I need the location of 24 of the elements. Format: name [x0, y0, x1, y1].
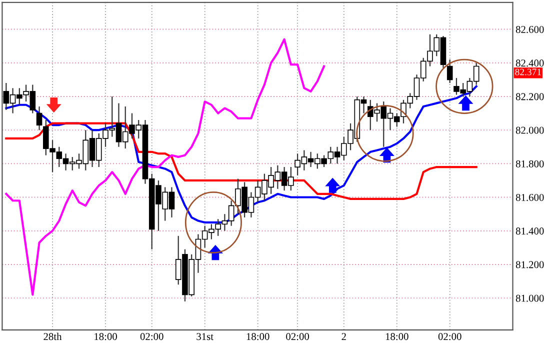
text: 82.371: [515, 68, 541, 76]
x-tick-label: 02:00: [286, 333, 310, 340]
y-tick-label: 82.400: [516, 60, 544, 67]
x-tick-label: 28th: [44, 332, 62, 340]
line-series: [5, 85, 478, 224]
y-tick-label: 82.600: [516, 26, 544, 34]
y-tick-label: 81.600: [516, 194, 544, 202]
x-tick-label: 02:00: [140, 333, 164, 340]
x-tick-label: 2: [342, 333, 346, 340]
line-series: [5, 38, 326, 296]
x-tick-label: 18:00: [246, 333, 270, 340]
y-tick-label: 82.200: [516, 93, 544, 100]
x-tick-label: 18:00: [94, 333, 117, 340]
y-tick-label: 82.000: [516, 126, 544, 134]
line-series: [5, 122, 478, 200]
y-tick-label: 81.400: [516, 228, 544, 235]
x-tick-label: 02:00: [438, 333, 462, 340]
y-tick-label: 81.800: [516, 160, 544, 168]
y-tick-label: 81.200: [516, 261, 544, 268]
candlestick: [446, 58, 453, 84]
y-tick-label: 81.000: [516, 294, 544, 302]
candlestick: [36, 106, 42, 131]
x-tick-label: 31st: [196, 333, 214, 340]
x-tick-label: 18:00: [386, 333, 408, 340]
